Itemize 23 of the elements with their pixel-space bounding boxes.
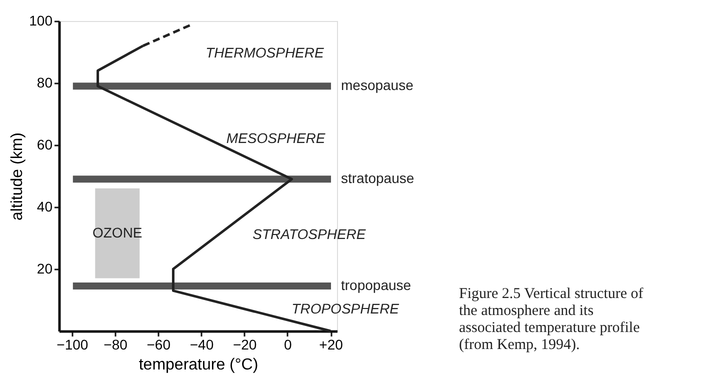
band-label: OZONE <box>92 224 142 240</box>
caption: Figure 2.5 Vertical structure of the atmosphere and its associated temperature profile (from Kemp, 1994). <box>459 286 644 353</box>
ref-line-label: stratopause <box>341 170 414 186</box>
y-tick-label: 80 <box>36 74 53 90</box>
x-tick-label: −40 <box>190 336 214 352</box>
annotation: THERMOSPHERE <box>206 44 324 61</box>
x-tick-label: 0 <box>284 336 292 352</box>
x-tick-label: −80 <box>104 336 128 352</box>
y-tick-label: 60 <box>36 136 53 152</box>
x-tick-label: −60 <box>146 336 171 352</box>
annotation: STRATOSPHERE <box>252 226 366 242</box>
x-tick-label: +20 <box>319 336 344 352</box>
x-axis-title: temperature (°C) <box>138 356 258 374</box>
x-tick-label: −100 <box>56 336 88 352</box>
annotation: MESOSPHERE <box>226 130 326 146</box>
y-tick-label: 40 <box>36 198 53 214</box>
ref-line-label: tropopause <box>341 277 412 294</box>
y-axis-title: altitude (km) <box>9 132 26 221</box>
y-tick-label: 20 <box>36 260 53 276</box>
x-tick-label: −20 <box>232 336 257 352</box>
y-tick-label: 100 <box>29 12 53 28</box>
annotation: TROPOSPHERE <box>292 300 400 316</box>
ref-line-label: mesopause <box>341 77 414 94</box>
